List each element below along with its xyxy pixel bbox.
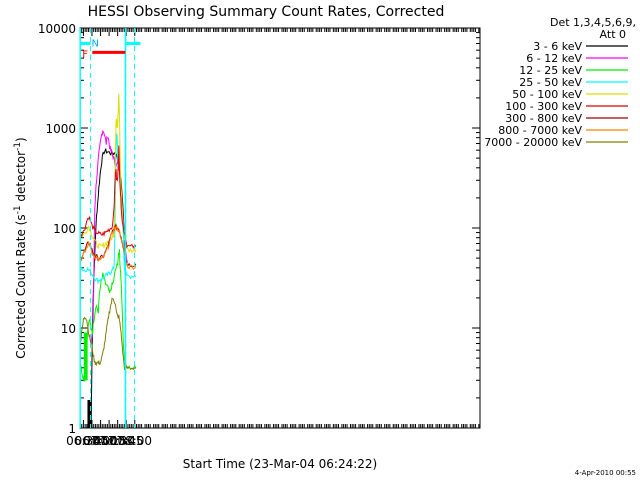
legend-header-detectors: Det 1,3,4,5,6,9, — [550, 16, 636, 29]
legend-entry-label: 800 - 7000 keV — [498, 124, 582, 137]
y-tick-label: 1000 — [45, 122, 76, 136]
legend-entry-label: 50 - 100 keV — [512, 88, 582, 101]
series-line — [80, 133, 137, 285]
flare-label: F — [82, 49, 88, 60]
plot-frame — [79, 27, 481, 429]
y-tick-label: 100 — [53, 222, 76, 236]
y-tick-label: 10000 — [38, 22, 76, 36]
series-line — [80, 145, 137, 249]
legend-entry-label: 300 - 800 keV — [505, 112, 582, 125]
date-stamp: 4-Apr-2010 00:55 — [575, 469, 636, 477]
legend-entry-label: 12 - 25 keV — [519, 64, 582, 77]
x-axis-label: Start Time (23-Mar-04 06:24:22) — [183, 457, 377, 471]
x-tick-label: 07:30 — [100, 434, 135, 448]
legend-header-attenuator: Att 0 — [600, 28, 626, 41]
x-tick-label: 06:30 — [66, 434, 101, 448]
x-tick-label: 07:15 — [92, 434, 127, 448]
legend-entry-label: 6 - 12 keV — [526, 52, 582, 65]
series-line — [80, 297, 137, 371]
legend-entry-label: 100 - 300 keV — [505, 100, 582, 113]
series-line — [80, 93, 137, 254]
plot-area: 1 10 100 1000 10000 06:3006:4507:0007:1507:30… — [38, 22, 481, 448]
chart-title: HESSI Observing Summary Count Rates, Cor… — [88, 4, 445, 20]
y-tick-label: 10 — [61, 322, 76, 336]
x-tick-label: 07:45 — [109, 434, 144, 448]
night-label: N — [92, 38, 99, 49]
y-tick-label: 1 — [68, 422, 76, 436]
plot-inner — [80, 93, 137, 428]
series-line — [80, 249, 137, 382]
y-axis-label: Corrected Count Rate (s-1 detector-1) — [13, 137, 28, 358]
legend-entry-label: 7000 - 20000 keV — [484, 136, 582, 149]
x-tick-label: 07:00 — [83, 434, 118, 448]
legend-entry-label: 25 - 50 keV — [519, 76, 582, 89]
legend-entry-label: 3 - 6 keV — [533, 40, 582, 53]
x-tick-label: 06:45 — [75, 434, 110, 448]
x-tick-label: 08:00 — [117, 434, 152, 448]
